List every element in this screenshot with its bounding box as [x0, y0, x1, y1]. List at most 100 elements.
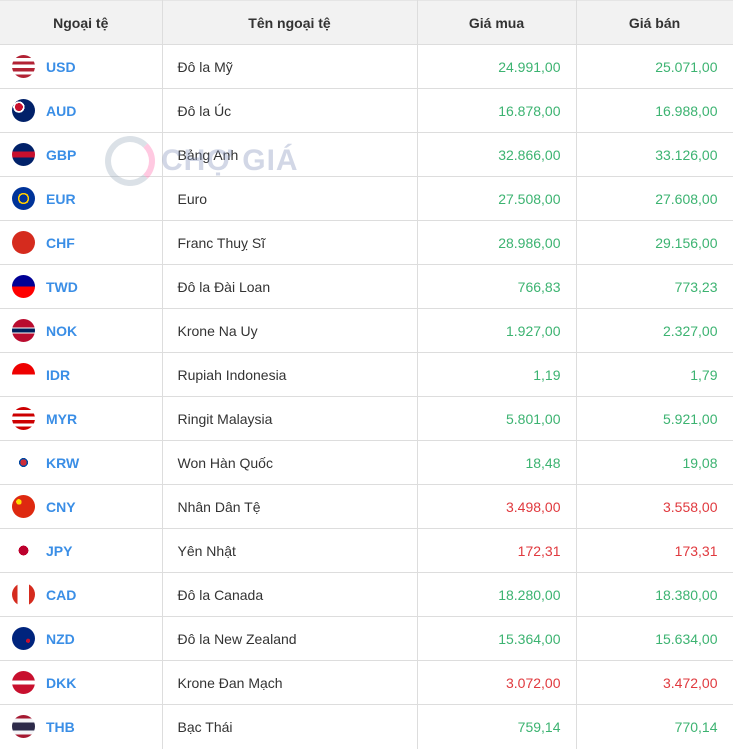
currency-code-link[interactable]: JPY: [46, 542, 73, 559]
currency-code-link[interactable]: MYR: [46, 410, 78, 427]
buy-price: 18.280,00: [417, 572, 577, 617]
currency-name: Đô la Mỹ: [162, 44, 418, 89]
sell-price: 1,79: [576, 352, 733, 397]
currency-name: Won Hàn Quốc: [162, 440, 418, 485]
sell-price: 2.327,00: [576, 308, 733, 353]
currency-cell: TWD: [0, 264, 163, 309]
currency-code-link[interactable]: CHF: [46, 234, 75, 251]
buy-price: 172,31: [417, 528, 577, 573]
sell-price: 770,14: [576, 704, 733, 749]
buy-price: 15.364,00: [417, 616, 577, 661]
currency-cell: CAD: [0, 572, 163, 617]
sell-price: 18.380,00: [576, 572, 733, 617]
currency-cell: DKK: [0, 660, 163, 705]
currency-code-link[interactable]: GBP: [46, 146, 77, 163]
flag-gbp-icon: [12, 143, 35, 166]
header-currency[interactable]: Ngoại tệ: [0, 0, 163, 45]
currency-code-link[interactable]: CNY: [46, 498, 76, 515]
header-buy-price[interactable]: Giá mua: [417, 0, 577, 45]
table-row: CNY Nhân Dân Tệ 3.498,00 3.558,00: [0, 484, 733, 529]
currency-name: Franc Thuỵ Sĩ: [162, 220, 418, 265]
currency-code-link[interactable]: AUD: [46, 102, 77, 119]
currency-cell: CHF: [0, 220, 163, 265]
currency-name: Đô la Canada: [162, 572, 418, 617]
flag-chf-icon: [12, 231, 35, 254]
buy-price: 1.927,00: [417, 308, 577, 353]
flag-jpy-icon: [12, 539, 35, 562]
buy-price: 766,83: [417, 264, 577, 309]
flag-eur-icon: [12, 187, 35, 210]
currency-code-link[interactable]: USD: [46, 58, 76, 75]
currency-cell: EUR: [0, 176, 163, 221]
sell-price: 16.988,00: [576, 88, 733, 133]
header-sell-price[interactable]: Giá bán: [576, 0, 733, 45]
currency-name: Bảng Anh: [162, 132, 418, 177]
currency-code-link[interactable]: IDR: [46, 366, 71, 383]
currency-code-link[interactable]: EUR: [46, 190, 76, 207]
flag-nzd-icon: [12, 627, 35, 650]
table-row: IDR Rupiah Indonesia 1,19 1,79: [0, 352, 733, 397]
currency-name: Ringit Malaysia: [162, 396, 418, 441]
currency-code-link[interactable]: DKK: [46, 674, 77, 691]
sell-price: 33.126,00: [576, 132, 733, 177]
currency-code-link[interactable]: TWD: [46, 278, 78, 295]
buy-price: 1,19: [417, 352, 577, 397]
currency-name: Yên Nhật: [162, 528, 418, 573]
table-row: CAD Đô la Canada 18.280,00 18.380,00: [0, 572, 733, 617]
currency-cell: NOK: [0, 308, 163, 353]
table-row: TWD Đô la Đài Loan 766,83 773,23: [0, 264, 733, 309]
buy-price: 32.866,00: [417, 132, 577, 177]
buy-price: 3.072,00: [417, 660, 577, 705]
table-row: JPY Yên Nhật 172,31 173,31: [0, 528, 733, 573]
flag-myr-icon: [12, 407, 35, 430]
buy-price: 5.801,00: [417, 396, 577, 441]
currency-name: Đô la Úc: [162, 88, 418, 133]
currency-name: Nhân Dân Tệ: [162, 484, 418, 529]
currency-name: Đô la New Zealand: [162, 616, 418, 661]
sell-price: 29.156,00: [576, 220, 733, 265]
buy-price: 27.508,00: [417, 176, 577, 221]
flag-nok-icon: [12, 319, 35, 342]
buy-price: 28.986,00: [417, 220, 577, 265]
sell-price: 25.071,00: [576, 44, 733, 89]
currency-cell: THB: [0, 704, 163, 749]
currency-cell: IDR: [0, 352, 163, 397]
currency-code-link[interactable]: KRW: [46, 454, 80, 471]
table-row: NOK Krone Na Uy 1.927,00 2.327,00: [0, 308, 733, 353]
header-currency-name[interactable]: Tên ngoại tệ: [162, 0, 418, 45]
sell-price: 3.558,00: [576, 484, 733, 529]
currency-code-link[interactable]: CAD: [46, 586, 77, 603]
sell-price: 773,23: [576, 264, 733, 309]
currency-name: Rupiah Indonesia: [162, 352, 418, 397]
flag-twd-icon: [12, 275, 35, 298]
flag-dkk-icon: [12, 671, 35, 694]
flag-aud-icon: [12, 99, 35, 122]
currency-code-link[interactable]: NOK: [46, 322, 78, 339]
buy-price: 759,14: [417, 704, 577, 749]
sell-price: 3.472,00: [576, 660, 733, 705]
flag-cny-icon: [12, 495, 35, 518]
table-row: AUD Đô la Úc 16.878,00 16.988,00: [0, 88, 733, 133]
currency-cell: GBP: [0, 132, 163, 177]
currency-cell: USD: [0, 44, 163, 89]
table-row: GBP Bảng Anh 32.866,00 33.126,00: [0, 132, 733, 177]
flag-thb-icon: [12, 715, 35, 739]
table-row: KRW Won Hàn Quốc 18,48 19,08: [0, 440, 733, 485]
currency-name: Euro: [162, 176, 418, 221]
buy-price: 16.878,00: [417, 88, 577, 133]
buy-price: 3.498,00: [417, 484, 577, 529]
sell-price: 27.608,00: [576, 176, 733, 221]
currency-name: Krone Na Uy: [162, 308, 418, 353]
currency-code-link[interactable]: NZD: [46, 630, 75, 647]
currency-cell: MYR: [0, 396, 163, 441]
buy-price: 18,48: [417, 440, 577, 485]
currency-code-link[interactable]: THB: [46, 718, 75, 735]
sell-price: 15.634,00: [576, 616, 733, 661]
currency-cell: NZD: [0, 616, 163, 661]
table-row: THB Bạc Thái 759,14 770,14: [0, 704, 733, 749]
flag-krw-icon: [12, 451, 35, 474]
table-row: CHF Franc Thuỵ Sĩ 28.986,00 29.156,00: [0, 220, 733, 265]
table-row: NZD Đô la New Zealand 15.364,00 15.634,0…: [0, 616, 733, 661]
currency-name: Đô la Đài Loan: [162, 264, 418, 309]
